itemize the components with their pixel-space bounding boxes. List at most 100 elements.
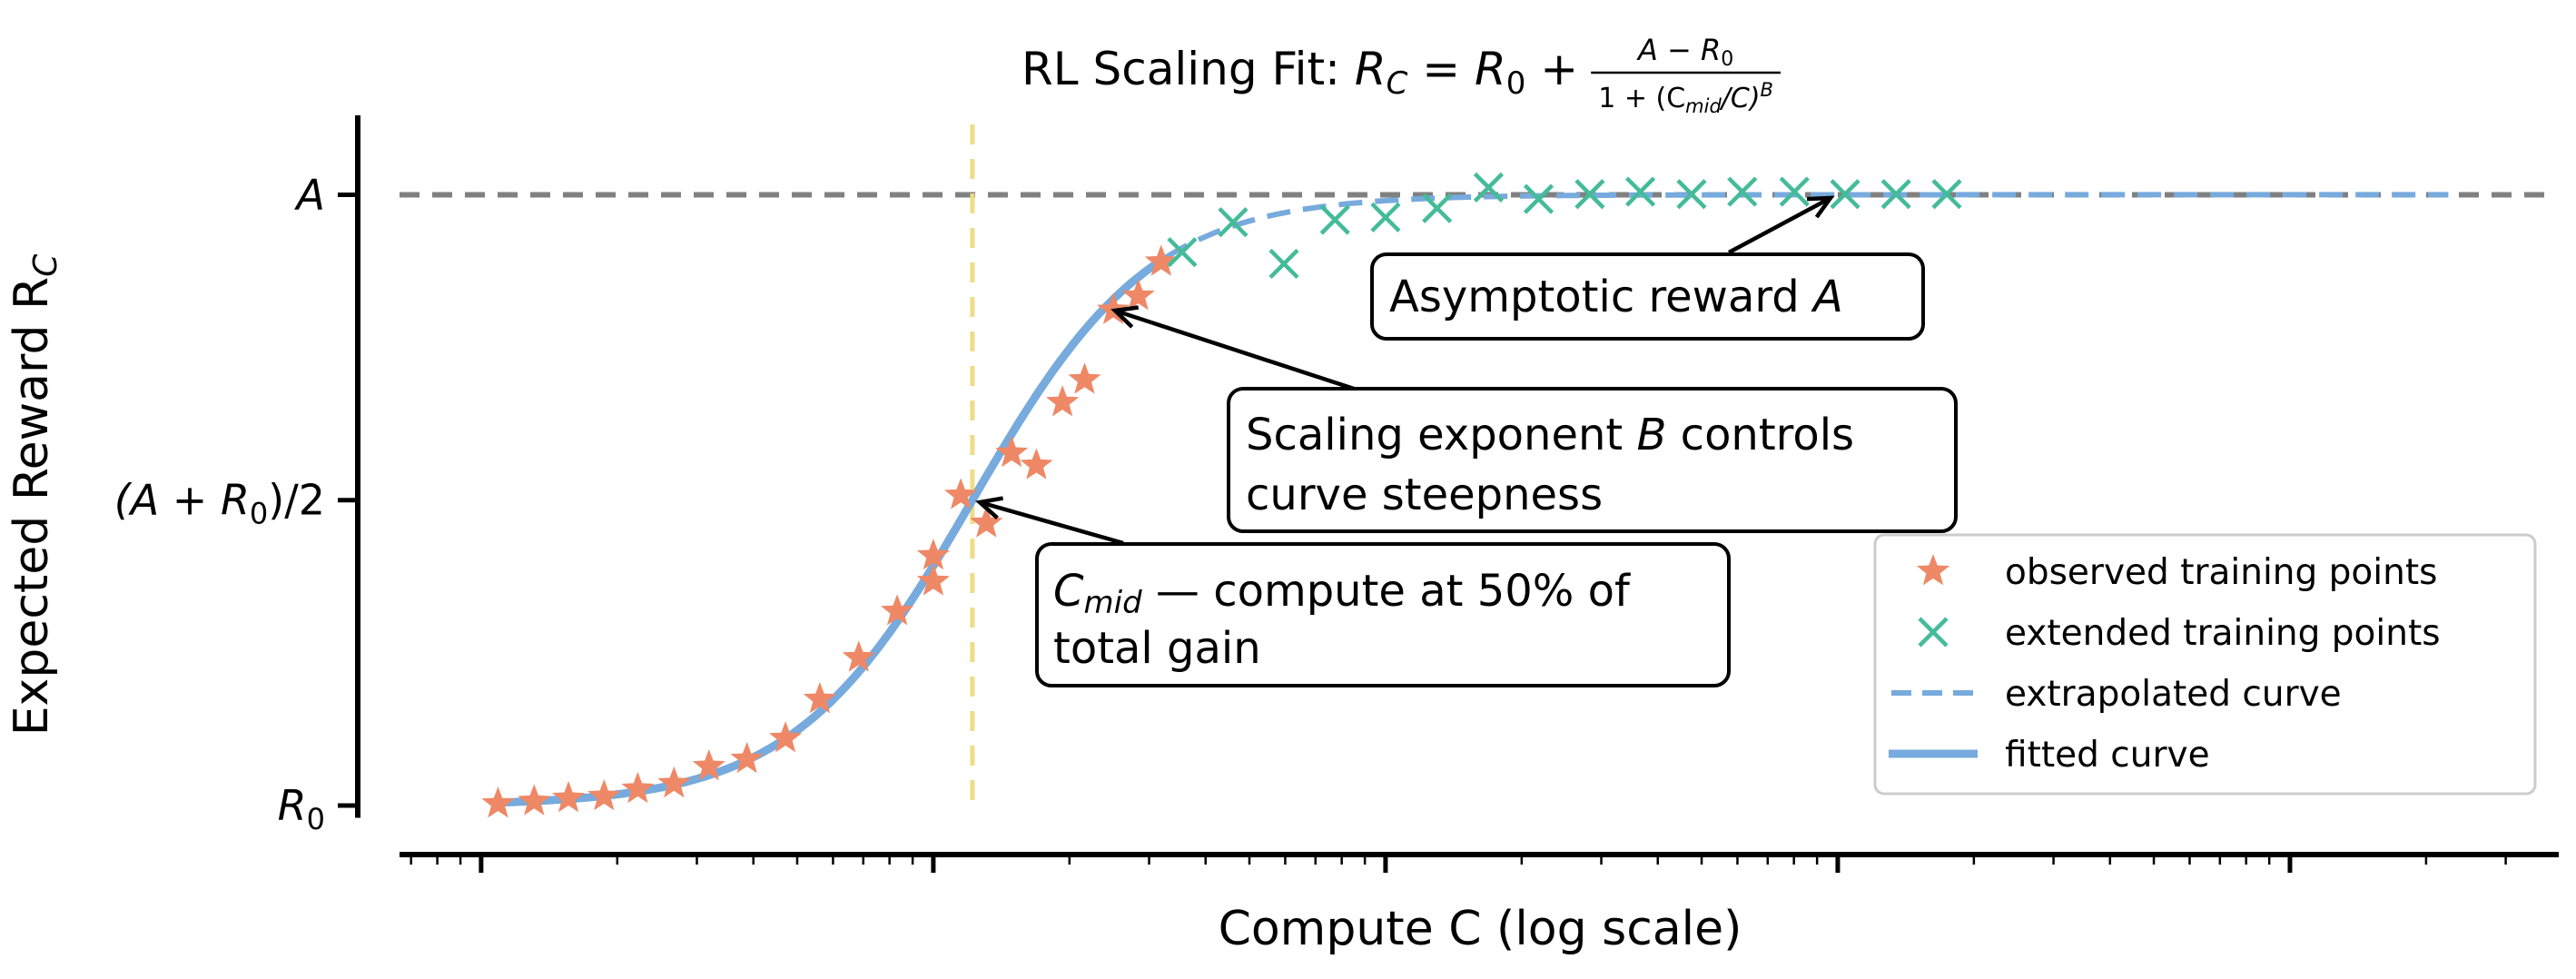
c-mid-arrow <box>975 496 1124 546</box>
y-tick-label-sub: 0 <box>250 497 268 531</box>
title-fraction-numerator: A − R0 <box>1636 33 1733 71</box>
arrowhead <box>1806 195 1835 219</box>
annotation-text-part: curve steepness <box>1246 470 1603 520</box>
y-tick-label-main: A <box>294 170 325 219</box>
c-mid-annotation-text: Cmid — compute at 50% of <box>1053 566 1631 621</box>
steepness-annotation-text: Scaling exponent B controls <box>1246 410 1854 460</box>
steepness-arrow <box>1110 305 1355 391</box>
annotation-text-part: B <box>1623 410 1680 460</box>
observed-point <box>1020 448 1053 480</box>
observed-point <box>803 682 836 714</box>
observed-point <box>692 749 725 781</box>
x-marker-stroke <box>1473 172 1505 203</box>
observed-point <box>916 539 950 570</box>
annotation-text-part: Asymptotic reward <box>1389 272 1813 322</box>
observed-point <box>481 786 515 818</box>
y-tick-label-tail: )/2 <box>268 476 325 525</box>
steepness-annotation-text: curve steepness <box>1246 470 1603 520</box>
y-tick-label: R0 <box>278 781 325 836</box>
x-marker-stroke <box>1676 179 1707 210</box>
observed-point <box>842 640 875 672</box>
y-axis-label: Expected Reward RC <box>5 253 64 736</box>
observed-point <box>552 781 586 813</box>
observed-point <box>1121 279 1155 311</box>
observed-point <box>1097 292 1130 324</box>
observed-point <box>587 779 621 811</box>
extended-point <box>1830 179 1860 210</box>
arrowhead <box>975 496 1004 519</box>
observed-point <box>621 771 655 804</box>
arrowhead <box>1110 305 1140 329</box>
arrow-shaft <box>1114 308 1355 391</box>
asymptote-arrow <box>1727 195 1835 254</box>
extended-point <box>1779 176 1810 207</box>
observed-point <box>944 478 978 509</box>
extended-point <box>1473 172 1505 203</box>
title-fraction-denominator: 1 + (Cmid/C)B <box>1598 79 1773 117</box>
x-marker-stroke <box>1918 617 1949 648</box>
legend-frame <box>1873 533 2537 796</box>
observed-point <box>730 741 764 774</box>
extended-point <box>1727 176 1758 207</box>
x-marker-stroke <box>1727 176 1758 207</box>
annotation-text-part: mid <box>1084 585 1143 621</box>
x-marker-stroke <box>1422 193 1453 223</box>
x-marker-stroke <box>1779 176 1810 207</box>
extended-point <box>1931 179 1962 210</box>
x-marker-stroke <box>1167 237 1198 268</box>
arrow-shaft <box>1727 196 1832 254</box>
x-marker-stroke <box>1218 207 1249 238</box>
x-marker-stroke <box>1370 202 1401 232</box>
observed-point <box>1144 244 1178 276</box>
observed-point <box>916 564 950 596</box>
annotation-text-part: Scaling exponent <box>1246 410 1623 460</box>
extended-point <box>1422 193 1453 223</box>
y-tick-label-sub: 0 <box>307 802 325 836</box>
extended-point <box>1574 179 1605 210</box>
x-marker-stroke <box>1268 248 1299 280</box>
extended-point <box>1167 237 1198 268</box>
extended-point <box>1523 183 1554 214</box>
annotation-text-part: C <box>1053 566 1084 617</box>
x-marker-stroke <box>1624 176 1656 207</box>
title-fraction: A − R0 1 + (Cmid/C)B <box>1591 33 1781 117</box>
asymptote-annotation-text: Asymptotic reward A <box>1389 272 1843 322</box>
c-mid-annotation-box <box>1035 542 1731 687</box>
x-marker-stroke <box>1830 179 1860 210</box>
y-tick-label: A <box>294 170 325 219</box>
annotation-text-part: — compute at 50% of <box>1142 566 1631 617</box>
asymptote-annotation-box <box>1370 252 1925 341</box>
legend-label-extended-training-points: extended training points <box>2005 613 2441 654</box>
observed-point <box>970 506 1003 538</box>
steepness-annotation-box <box>1227 387 1958 533</box>
x-marker-stroke <box>1319 204 1350 235</box>
legend-x-marker <box>1918 617 1949 648</box>
x-marker-stroke <box>1523 183 1554 214</box>
legend-star-marker <box>1916 554 1950 586</box>
c-mid-annotation-text: total gain <box>1053 623 1261 674</box>
fitted-curve <box>498 253 1170 807</box>
legend: observed training points extended trainin… <box>1873 533 2537 796</box>
extrapolated-curve <box>1165 192 2449 260</box>
observed-point <box>881 594 914 626</box>
x-marker-stroke <box>1880 179 1911 210</box>
observed-point <box>1068 362 1101 394</box>
chart-title: RL Scaling Fit: RC = R0 + <box>1022 43 1578 102</box>
annotations: Asymptotic reward A Scaling exponent B co… <box>975 195 1958 687</box>
extended-point <box>1268 248 1299 280</box>
axes: R0(A + R0)/2A <box>114 115 2559 873</box>
extended-point <box>1624 176 1656 207</box>
plot-area <box>400 124 2550 818</box>
extended-point <box>1218 207 1249 238</box>
x-axis-label: Compute C (log scale) <box>1219 902 1742 956</box>
observed-point <box>995 436 1029 468</box>
observed-point <box>657 766 691 798</box>
observed-point <box>518 784 551 816</box>
y-tick-label-main: (A + R <box>114 476 250 525</box>
legend-label-observed-training-points: observed training points <box>2005 552 2437 593</box>
y-tick-label-main: R <box>278 781 307 830</box>
observed-point <box>1046 385 1080 417</box>
x-marker-stroke <box>1574 179 1605 210</box>
legend-label-fitted-curve: fitted curve <box>2005 735 2210 776</box>
